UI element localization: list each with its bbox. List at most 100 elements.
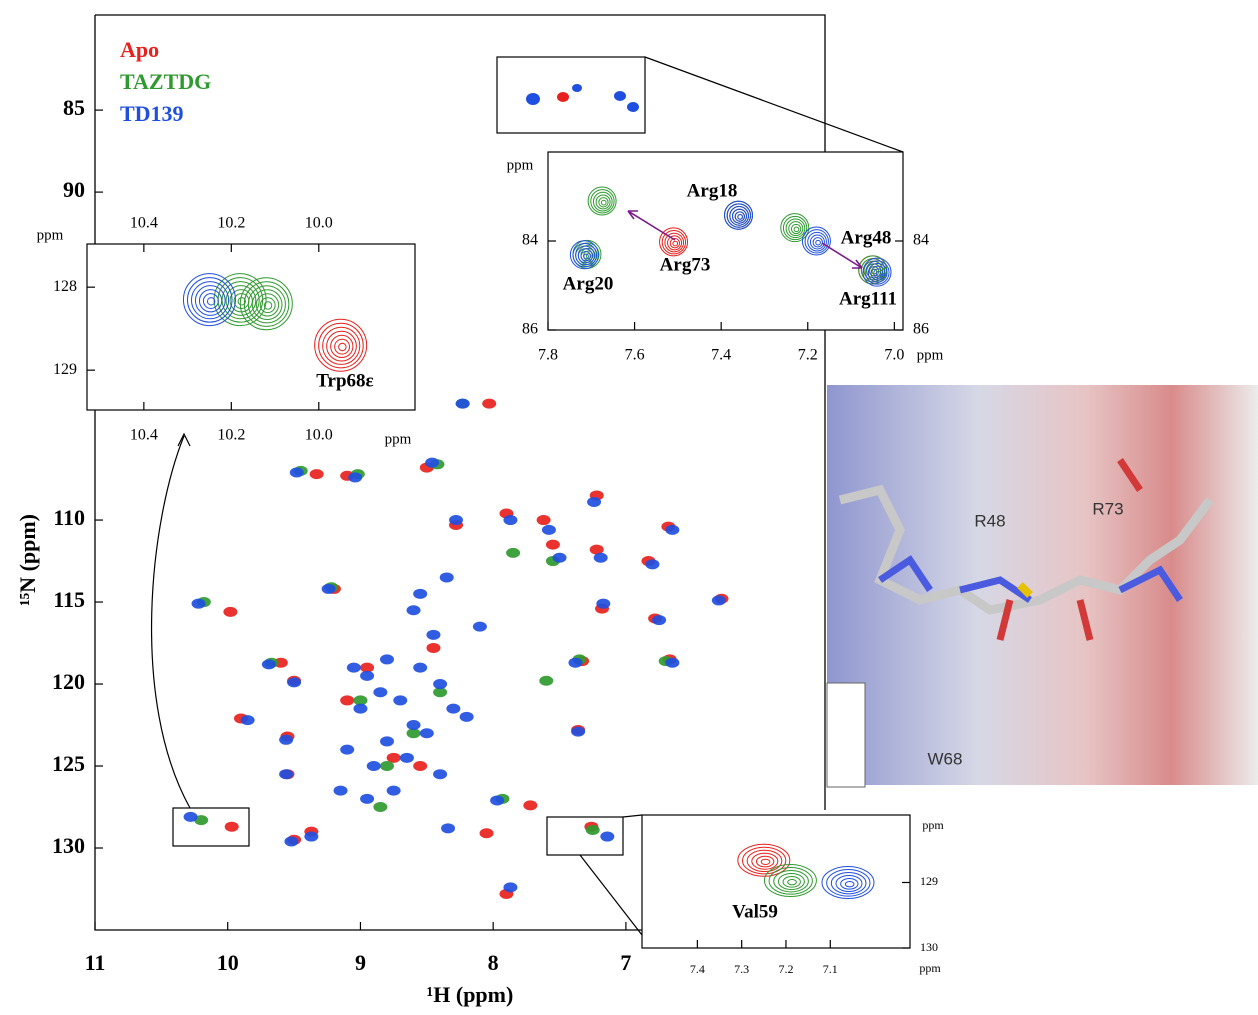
peak bbox=[571, 727, 585, 737]
peak bbox=[360, 671, 374, 681]
peak bbox=[287, 677, 301, 687]
x-axis-label: ppm bbox=[385, 431, 412, 447]
peak bbox=[380, 736, 394, 746]
x-tick-label: 7.3 bbox=[734, 962, 749, 976]
peak bbox=[712, 595, 726, 605]
zoom-connector bbox=[645, 57, 903, 152]
peak bbox=[284, 836, 298, 846]
y-tick-label: 125 bbox=[52, 751, 85, 776]
peak bbox=[433, 769, 447, 779]
peak bbox=[542, 525, 556, 535]
x-tick-label: 7.0 bbox=[884, 347, 904, 364]
peak bbox=[367, 761, 381, 771]
peak bbox=[596, 599, 610, 609]
peak-annotation: Arg20 bbox=[563, 273, 614, 294]
y-tick-label: 128 bbox=[53, 278, 77, 295]
peak bbox=[353, 704, 367, 714]
peak bbox=[380, 761, 394, 771]
y-axis-label: ppm bbox=[922, 818, 944, 832]
y-tick-label: 86 bbox=[522, 321, 538, 338]
peak bbox=[482, 399, 496, 409]
y-tick-label: 84 bbox=[522, 232, 538, 249]
peak bbox=[407, 605, 421, 615]
x-tick-label: 10.0 bbox=[305, 427, 333, 444]
zoom-connector bbox=[580, 855, 642, 935]
x-tick-label: 10 bbox=[217, 950, 239, 975]
x-axis-label: ¹H (ppm) bbox=[427, 982, 514, 1007]
peak bbox=[480, 828, 494, 838]
peak bbox=[537, 515, 551, 525]
y-tick-label: 129 bbox=[53, 361, 77, 378]
peak bbox=[426, 630, 440, 640]
y-tick-label: 85 bbox=[63, 95, 85, 120]
mini-peaks bbox=[526, 84, 639, 112]
peak bbox=[387, 786, 401, 796]
peak-annotation: Arg111 bbox=[839, 288, 897, 309]
peak bbox=[426, 643, 440, 653]
peak bbox=[304, 832, 318, 842]
peak bbox=[490, 795, 504, 805]
peak bbox=[456, 399, 470, 409]
x-tick-label: 7.1 bbox=[823, 962, 838, 976]
peak bbox=[460, 712, 474, 722]
peak bbox=[594, 553, 608, 563]
y-tick-label: 110 bbox=[53, 505, 85, 530]
peak bbox=[440, 572, 454, 582]
peak bbox=[290, 468, 304, 478]
mini-peak bbox=[557, 92, 569, 102]
peak bbox=[587, 497, 601, 507]
peak-annotation: Trp68ε bbox=[316, 370, 373, 391]
x-tick-label: 7.6 bbox=[625, 347, 645, 364]
y-tick-label: 130 bbox=[920, 940, 938, 954]
y-axis-label: ppm bbox=[507, 157, 534, 173]
peak bbox=[553, 553, 567, 563]
peak bbox=[347, 663, 361, 673]
y-axis-label: ppm bbox=[37, 227, 64, 243]
x-tick-label: 10.2 bbox=[217, 215, 245, 232]
peak bbox=[506, 548, 520, 558]
peak bbox=[373, 802, 387, 812]
peak bbox=[413, 663, 427, 673]
y-tick-label: 84 bbox=[913, 232, 929, 249]
x-tick-label: 7.2 bbox=[778, 962, 793, 976]
mini-peak bbox=[572, 84, 582, 92]
arrow-head bbox=[178, 434, 190, 446]
peak bbox=[503, 515, 517, 525]
x-tick-label: 7.4 bbox=[690, 962, 705, 976]
peak bbox=[413, 761, 427, 771]
panel: 10.010.010.210.210.410.4128129ppmppmTrp6… bbox=[37, 215, 415, 448]
peak bbox=[322, 584, 336, 594]
peak bbox=[420, 728, 434, 738]
peak bbox=[523, 800, 537, 810]
peak bbox=[449, 515, 463, 525]
peak bbox=[665, 658, 679, 668]
peak bbox=[334, 786, 348, 796]
x-tick-label: 10.2 bbox=[217, 427, 245, 444]
y-tick-label: 120 bbox=[52, 669, 85, 694]
peak bbox=[413, 589, 427, 599]
residue-label: W68 bbox=[928, 749, 963, 768]
peak bbox=[373, 687, 387, 697]
insets: 10.010.010.210.210.410.4128129ppmppmTrp6… bbox=[37, 152, 945, 976]
peak bbox=[340, 745, 354, 755]
x-tick-label: 7.8 bbox=[538, 347, 558, 364]
peak bbox=[568, 658, 582, 668]
legend-entry: TAZTDG bbox=[120, 69, 211, 94]
peak bbox=[184, 812, 198, 822]
y-tick-label: 130 bbox=[52, 833, 85, 858]
peak-annotation: Arg48 bbox=[841, 227, 892, 248]
peak bbox=[279, 769, 293, 779]
y-tick-label: 86 bbox=[913, 321, 929, 338]
x-tick-label: 10.4 bbox=[130, 427, 158, 444]
y-tick-label: 90 bbox=[63, 177, 85, 202]
x-axis-label: ppm bbox=[919, 961, 941, 975]
overlay-box bbox=[827, 683, 865, 787]
peak bbox=[407, 720, 421, 730]
peak bbox=[441, 823, 455, 833]
mini-peak bbox=[614, 91, 626, 101]
peak bbox=[546, 540, 560, 550]
figure: 78910118590110115120125130¹H (ppm)¹⁵N (p… bbox=[0, 0, 1258, 1015]
peak bbox=[310, 469, 324, 479]
peak bbox=[380, 654, 394, 664]
